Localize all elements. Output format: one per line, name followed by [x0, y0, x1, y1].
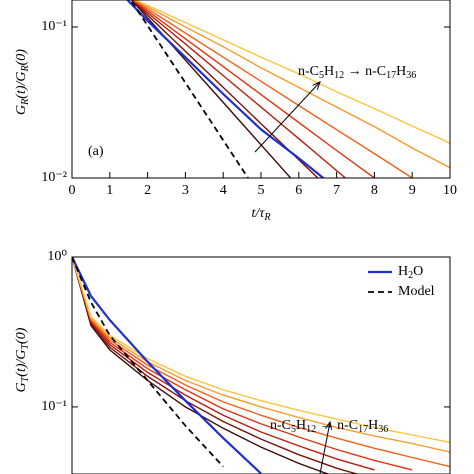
- x-axis-label: t/τR: [252, 206, 271, 223]
- x-tick-label: 5: [258, 183, 265, 198]
- plot-area: [126, 0, 450, 178]
- x-tick-label: 7: [333, 183, 340, 198]
- x-tick-label: 3: [182, 183, 189, 198]
- series-line: [133, 0, 450, 144]
- text-part: H: [296, 418, 306, 433]
- subscript: 12: [334, 70, 344, 81]
- series-line: [132, 0, 414, 178]
- arrow-label: n-C5H12 → n-C17H36: [270, 418, 388, 435]
- series-line: [126, 0, 326, 178]
- text-part: n-C: [270, 418, 291, 433]
- arrow-shaft: [319, 421, 331, 474]
- series-line: [72, 257, 224, 468]
- subscript: R: [20, 65, 31, 72]
- subscript: 2: [408, 270, 413, 281]
- text-part: n-C: [298, 64, 319, 79]
- series-line: [131, 0, 347, 178]
- text-part: → n-C: [344, 64, 386, 79]
- text-part: (0): [14, 327, 29, 344]
- legend-label: H2O: [398, 264, 423, 281]
- text-part: O: [413, 264, 423, 279]
- subscript: R: [263, 212, 270, 223]
- subscript: 5: [319, 70, 324, 81]
- series-line: [72, 257, 450, 453]
- axes-frame: [71, 256, 451, 474]
- series-line: [72, 257, 413, 471]
- y-axis-label: GT(t)/GT(0): [14, 327, 31, 392]
- x-tick-label: 8: [371, 183, 378, 198]
- series-line: [133, 0, 450, 169]
- x-tick-label: 4: [220, 183, 227, 198]
- y-axis-label: GR(t)/GR(0): [14, 49, 31, 115]
- x-tick-label: 6: [295, 183, 302, 198]
- x-tick-label: 9: [409, 183, 416, 198]
- subscript: 36: [406, 70, 416, 81]
- x-tick-label: 0: [69, 183, 76, 198]
- series-line: [72, 257, 450, 468]
- plot-area: [72, 257, 450, 474]
- y-tick-label: 10⁻¹: [41, 19, 67, 34]
- text-part: H: [398, 264, 408, 279]
- subscript: R: [20, 99, 31, 106]
- subscript: T: [20, 342, 31, 349]
- text-part: (t)/G: [14, 349, 29, 376]
- text-part: H: [368, 418, 378, 433]
- text-part: H: [324, 64, 334, 79]
- subscript: 36: [378, 424, 388, 435]
- y-tick-label: 10⁰: [47, 249, 67, 264]
- series-line: [130, 0, 319, 178]
- text-part: t/τ: [252, 206, 266, 221]
- text-part: Model: [398, 284, 435, 299]
- y-tick-label: 10⁻¹: [41, 399, 67, 414]
- legend-label: Model: [398, 284, 435, 299]
- x-tick-label: 2: [144, 183, 151, 198]
- series-line: [131, 0, 376, 178]
- subscript: 5: [291, 424, 296, 435]
- x-tick-label: 10: [443, 183, 457, 198]
- series-line: [72, 257, 450, 444]
- subscript: 17: [358, 424, 368, 435]
- series-line: [129, 0, 250, 178]
- arrow-shaft: [254, 81, 321, 153]
- panel-label: (a): [88, 144, 104, 159]
- series-line: [72, 257, 330, 474]
- subscript: T: [20, 375, 31, 382]
- text-part: G: [14, 105, 29, 115]
- series-line: [72, 257, 360, 474]
- arrow-head: [312, 81, 321, 90]
- axes-frame: [71, 0, 451, 179]
- series-line: [72, 257, 375, 471]
- text-part: H: [396, 64, 406, 79]
- text-part: G: [14, 382, 29, 392]
- series-line: [72, 257, 262, 474]
- text-part: → n-C: [316, 418, 358, 433]
- panel: 10⁻¹10⁻²0 1 2 3 4 5 6 7 8 9 10t/τRGR(t)/GR(0)(a)n-…: [14, 0, 457, 223]
- text-part: (t)/G: [14, 71, 29, 98]
- text-part: (0): [14, 49, 29, 66]
- subscript: 12: [306, 424, 316, 435]
- subscript: 17: [386, 70, 396, 81]
- y-tick-label: 10⁻²: [41, 170, 67, 185]
- x-tick-label: 1: [106, 183, 113, 198]
- arrow-head: [325, 420, 333, 430]
- series-line: [130, 0, 292, 178]
- arrow-label: n-C5H12 → n-C17H36: [298, 64, 416, 81]
